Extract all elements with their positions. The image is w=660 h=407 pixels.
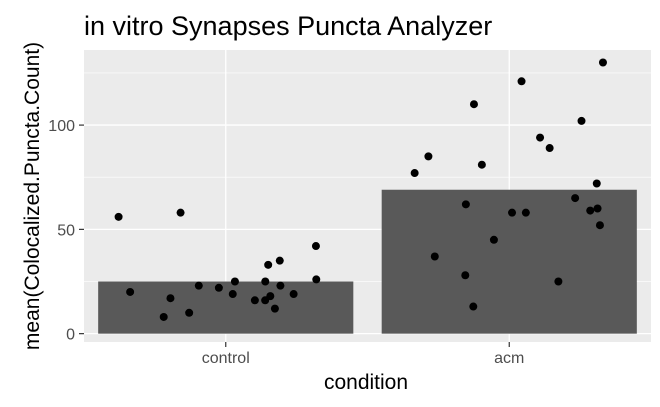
data-point — [275, 256, 284, 265]
data-point — [270, 304, 279, 313]
data-point — [461, 200, 470, 209]
x-axis: control acm — [202, 342, 524, 367]
data-point — [508, 208, 517, 217]
y-axis: 0 50 100 — [48, 118, 84, 344]
data-point — [586, 206, 595, 215]
data-point — [311, 242, 320, 251]
data-point — [214, 283, 223, 292]
data-point — [264, 260, 273, 269]
data-point — [114, 212, 123, 221]
data-point — [593, 204, 602, 213]
data-point — [424, 152, 433, 161]
data-point — [194, 281, 203, 290]
data-point — [261, 296, 270, 305]
data-point — [554, 277, 563, 286]
data-point — [598, 58, 607, 67]
data-point — [126, 287, 135, 296]
data-point — [592, 179, 601, 188]
bars — [98, 189, 637, 334]
x-axis-title: condition — [324, 371, 408, 394]
data-points — [114, 58, 607, 321]
data-point — [312, 275, 321, 284]
bar-control — [98, 281, 354, 334]
y-axis-title: mean(Colocalized.Puncta.Count) — [21, 42, 44, 350]
data-point — [430, 252, 439, 261]
data-point — [289, 290, 298, 299]
data-point — [469, 302, 478, 311]
chart-title: in vitro Synapses Puncta Analyzer — [84, 11, 492, 41]
y-tick-label: 50 — [57, 222, 75, 239]
data-point — [545, 144, 554, 153]
x-tick-label: acm — [494, 350, 524, 367]
data-point — [477, 160, 486, 169]
data-point — [577, 116, 586, 125]
data-point — [489, 235, 498, 244]
data-point — [595, 221, 604, 230]
data-point — [185, 308, 194, 317]
data-point — [461, 271, 470, 280]
data-point — [261, 277, 270, 286]
data-point — [469, 100, 478, 109]
y-tick-label: 0 — [66, 327, 75, 344]
data-point — [410, 169, 419, 178]
data-point — [159, 312, 168, 321]
data-point — [571, 194, 580, 203]
data-point — [276, 281, 285, 290]
data-point — [176, 208, 185, 217]
data-point — [536, 133, 545, 142]
data-point — [230, 277, 239, 286]
data-point — [228, 290, 237, 299]
data-point — [166, 294, 175, 303]
data-point — [517, 77, 526, 86]
x-tick-label: control — [202, 350, 250, 367]
data-point — [521, 208, 530, 217]
y-tick-label: 100 — [48, 118, 75, 135]
data-point — [250, 296, 259, 305]
